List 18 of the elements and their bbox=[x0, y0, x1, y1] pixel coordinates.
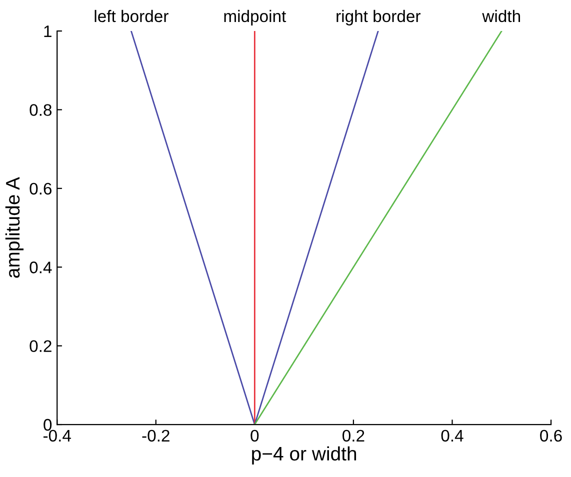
x-tick-label: 0.4 bbox=[441, 430, 464, 442]
x-tick-label: 0.2 bbox=[342, 430, 364, 442]
x-tick-label: 0 bbox=[250, 430, 259, 442]
x-tick-label: 0.6 bbox=[540, 430, 562, 442]
x-axis-title: p−4 or width bbox=[252, 446, 356, 464]
series-label: width bbox=[482, 10, 520, 22]
y-tick-label: 0.4 bbox=[30, 262, 52, 274]
x-tick-label: -0.4 bbox=[43, 430, 71, 442]
series-label: left border bbox=[94, 10, 168, 22]
series-label: right border bbox=[336, 10, 420, 26]
y-tick-label: 0.6 bbox=[30, 182, 52, 195]
y-axis-title: amplitude A bbox=[5, 176, 24, 278]
x-tick-label: -0.2 bbox=[142, 430, 170, 442]
y-tick-label: 0 bbox=[44, 418, 52, 431]
series-label: midpoint bbox=[224, 10, 286, 26]
y-tick-label: 1 bbox=[44, 26, 52, 38]
y-tick-label: 0.2 bbox=[30, 340, 52, 352]
y-tick-label: 0.8 bbox=[30, 104, 52, 116]
